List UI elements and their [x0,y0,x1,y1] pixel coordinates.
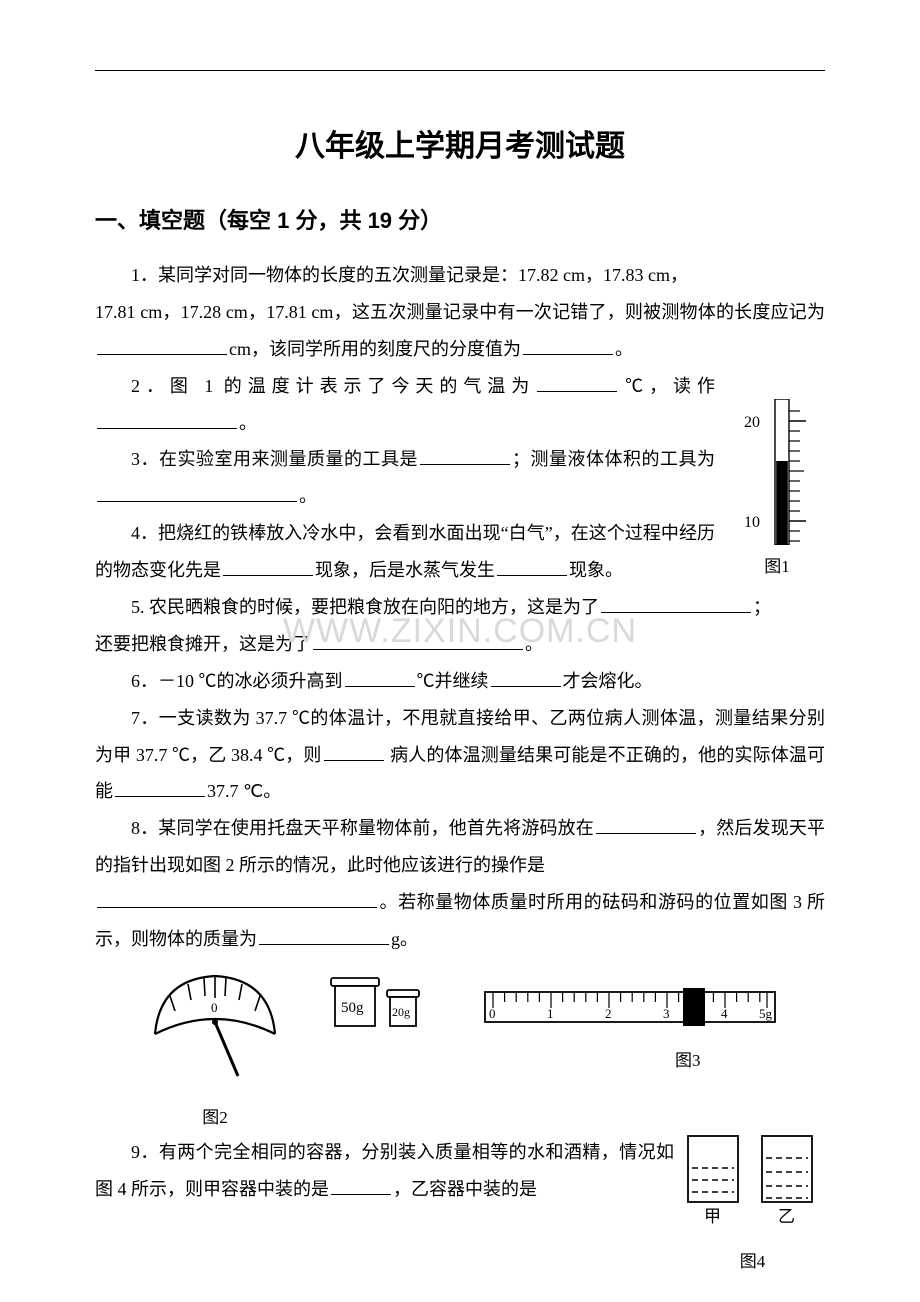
q1-text-d: 。 [615,339,633,359]
q9-text-b: ，乙容器中装的是 [393,1179,537,1199]
blank-q5-1 [601,594,751,613]
figure-2-label: 图2 [135,1101,295,1136]
blank-q3-2 [97,483,297,502]
q5-text-b: ； [753,597,771,617]
svg-text:20g: 20g [392,1005,410,1019]
blank-q6-2 [491,668,561,687]
q6: 6．－10 ℃的冰必须升高到 ℃并继续 才会熔化。 [95,663,825,700]
figure-3-label: 图3 [675,1044,701,1079]
svg-text:0: 0 [489,1006,496,1021]
blank-q6-1 [345,668,415,687]
q5-line2: 还要把粮食摊开，这是为了 。 [95,626,825,663]
q2-text-c: 。 [239,413,257,433]
q9-block: 甲 乙 图4 9．有两个完全相同的容器，分别装入质量相等的水和酒精，情况如图 4… [95,1134,825,1280]
q1-text-b: 17.81 cm，17.28 cm，17.81 cm，这五次测量记录中有一次记错… [95,302,825,322]
svg-text:10: 10 [744,514,760,531]
q4: 4．把烧红的铁棒放入冷水中，会看到水面出现“白气”，在这个过程中经历的物态变化先… [95,515,825,589]
svg-text:20: 20 [744,414,760,431]
q1-text-a: 1．某同学对同一物体的长度的五次测量记录是：17.82 cm，17.83 cm， [131,265,688,285]
figure-4-svg: 甲 乙 [680,1130,820,1228]
svg-text:50g: 50g [341,1000,364,1016]
q3-text-a: 3．在实验室用来测量质量的工具是 [131,449,418,469]
figure-1-label: 图1 [738,552,816,577]
thermometer-svg: 20 10 [738,399,816,545]
blank-q2-2 [97,410,237,429]
q2-text-b: ℃，读作 [619,376,715,396]
blank-q8-3 [259,926,389,945]
blank-q7-2 [115,778,205,797]
blank-q4-2 [497,557,567,576]
q7-text-c: 37.7 ℃。 [207,781,281,801]
figure-1-thermometer: 20 10 图1 [738,399,816,577]
q5-text-c: 还要把粮食摊开，这是为了 [95,634,311,654]
blank-q8-2 [97,889,377,908]
q8-line1: 8．某同学在使用托盘天平称量物体前，他首先将游码放在，然后发现天平的指针出现如图… [95,810,825,884]
figure-4-label: 图4 [680,1245,825,1280]
q6-text-c: 才会熔化。 [563,671,653,691]
q6-text-a: 6．－10 ℃的冰必须升高到 [131,671,343,691]
q1-line2: 17.81 cm，17.28 cm，17.81 cm，这五次测量记录中有一次记错… [95,294,825,368]
svg-text:0: 0 [211,1000,218,1015]
blank-q1-2 [523,336,613,355]
q2-text-a: 2．图 1 的温度计表示了今天的气温为 [131,376,535,396]
svg-text:3: 3 [663,1006,670,1021]
q5-text-a: 5. 农民晒粮食的时候，要把粮食放在向阳的地方，这是为了 [131,597,599,617]
blank-q8-1 [596,815,696,834]
q7: 7．一支读数为 37.7 ℃的体温计，不甩就直接给甲、乙两位病人测体温，测量结果… [95,700,825,811]
q4-text-c: 现象。 [569,560,623,580]
blank-q1-1 [97,336,227,355]
blank-q5-2 [313,631,523,650]
figure-2-svg: 0 [140,964,290,1084]
q1-line1: 1．某同学对同一物体的长度的五次测量记录是：17.82 cm，17.83 cm， [95,257,825,294]
q4-text-b: 现象，后是水蒸气发生 [315,560,495,580]
figure-3-svg: 50g 20g [325,972,785,1038]
q3: 3．在实验室用来测量质量的工具是 ；测量液体体积的工具为。 [95,441,825,515]
q1-text-c: cm，该同学所用的刻度尺的分度值为 [229,339,521,359]
figure-4: 甲 乙 图4 [680,1130,825,1280]
q5-line1: 5. 农民晒粮食的时候，要把粮食放在向阳的地方，这是为了 ； [95,589,825,626]
figures-row: 0 图2 50g 20g [95,964,825,1134]
blank-q7-1 [324,742,384,761]
q5-text-d: 。 [525,634,543,654]
document-title: 八年级上学期月考测试题 [95,121,825,165]
svg-text:乙: 乙 [778,1207,795,1226]
top-horizontal-rule [95,70,825,71]
document-page: 八年级上学期月考测试题 一、填空题（每空 1 分，共 19 分） WWW.ZIX… [0,0,920,1302]
q2: 2．图 1 的温度计表示了今天的气温为 ℃，读作。 [95,368,825,442]
section-1-header: 一、填空题（每空 1 分，共 19 分） [95,203,825,235]
figure-2: 0 图2 [135,964,295,1136]
q8-text-d: g。 [391,929,418,949]
blank-q2-1 [537,373,617,392]
blank-q9-1 [331,1176,391,1195]
svg-text:甲: 甲 [704,1207,721,1226]
q3-text-c: 。 [299,486,317,506]
q8-line2: 。若称量物体质量时所用的砝码和游码的位置如图 3 所示，则物体的质量为g。 [95,884,825,958]
svg-text:1: 1 [547,1006,554,1021]
q6-text-b: ℃并继续 [417,671,489,691]
svg-text:5g: 5g [759,1006,773,1021]
q8-text-a: 8．某同学在使用托盘天平称量物体前，他首先将游码放在 [131,818,594,838]
svg-text:2: 2 [605,1006,612,1021]
svg-text:4: 4 [721,1006,728,1021]
blank-q4-1 [223,557,313,576]
body-text: 1．某同学对同一物体的长度的五次测量记录是：17.82 cm，17.83 cm，… [95,257,825,1280]
blank-q3-1 [420,446,510,465]
figure-3: 50g 20g [325,972,785,1051]
q3-text-b: ；测量液体体积的工具为 [512,449,715,469]
